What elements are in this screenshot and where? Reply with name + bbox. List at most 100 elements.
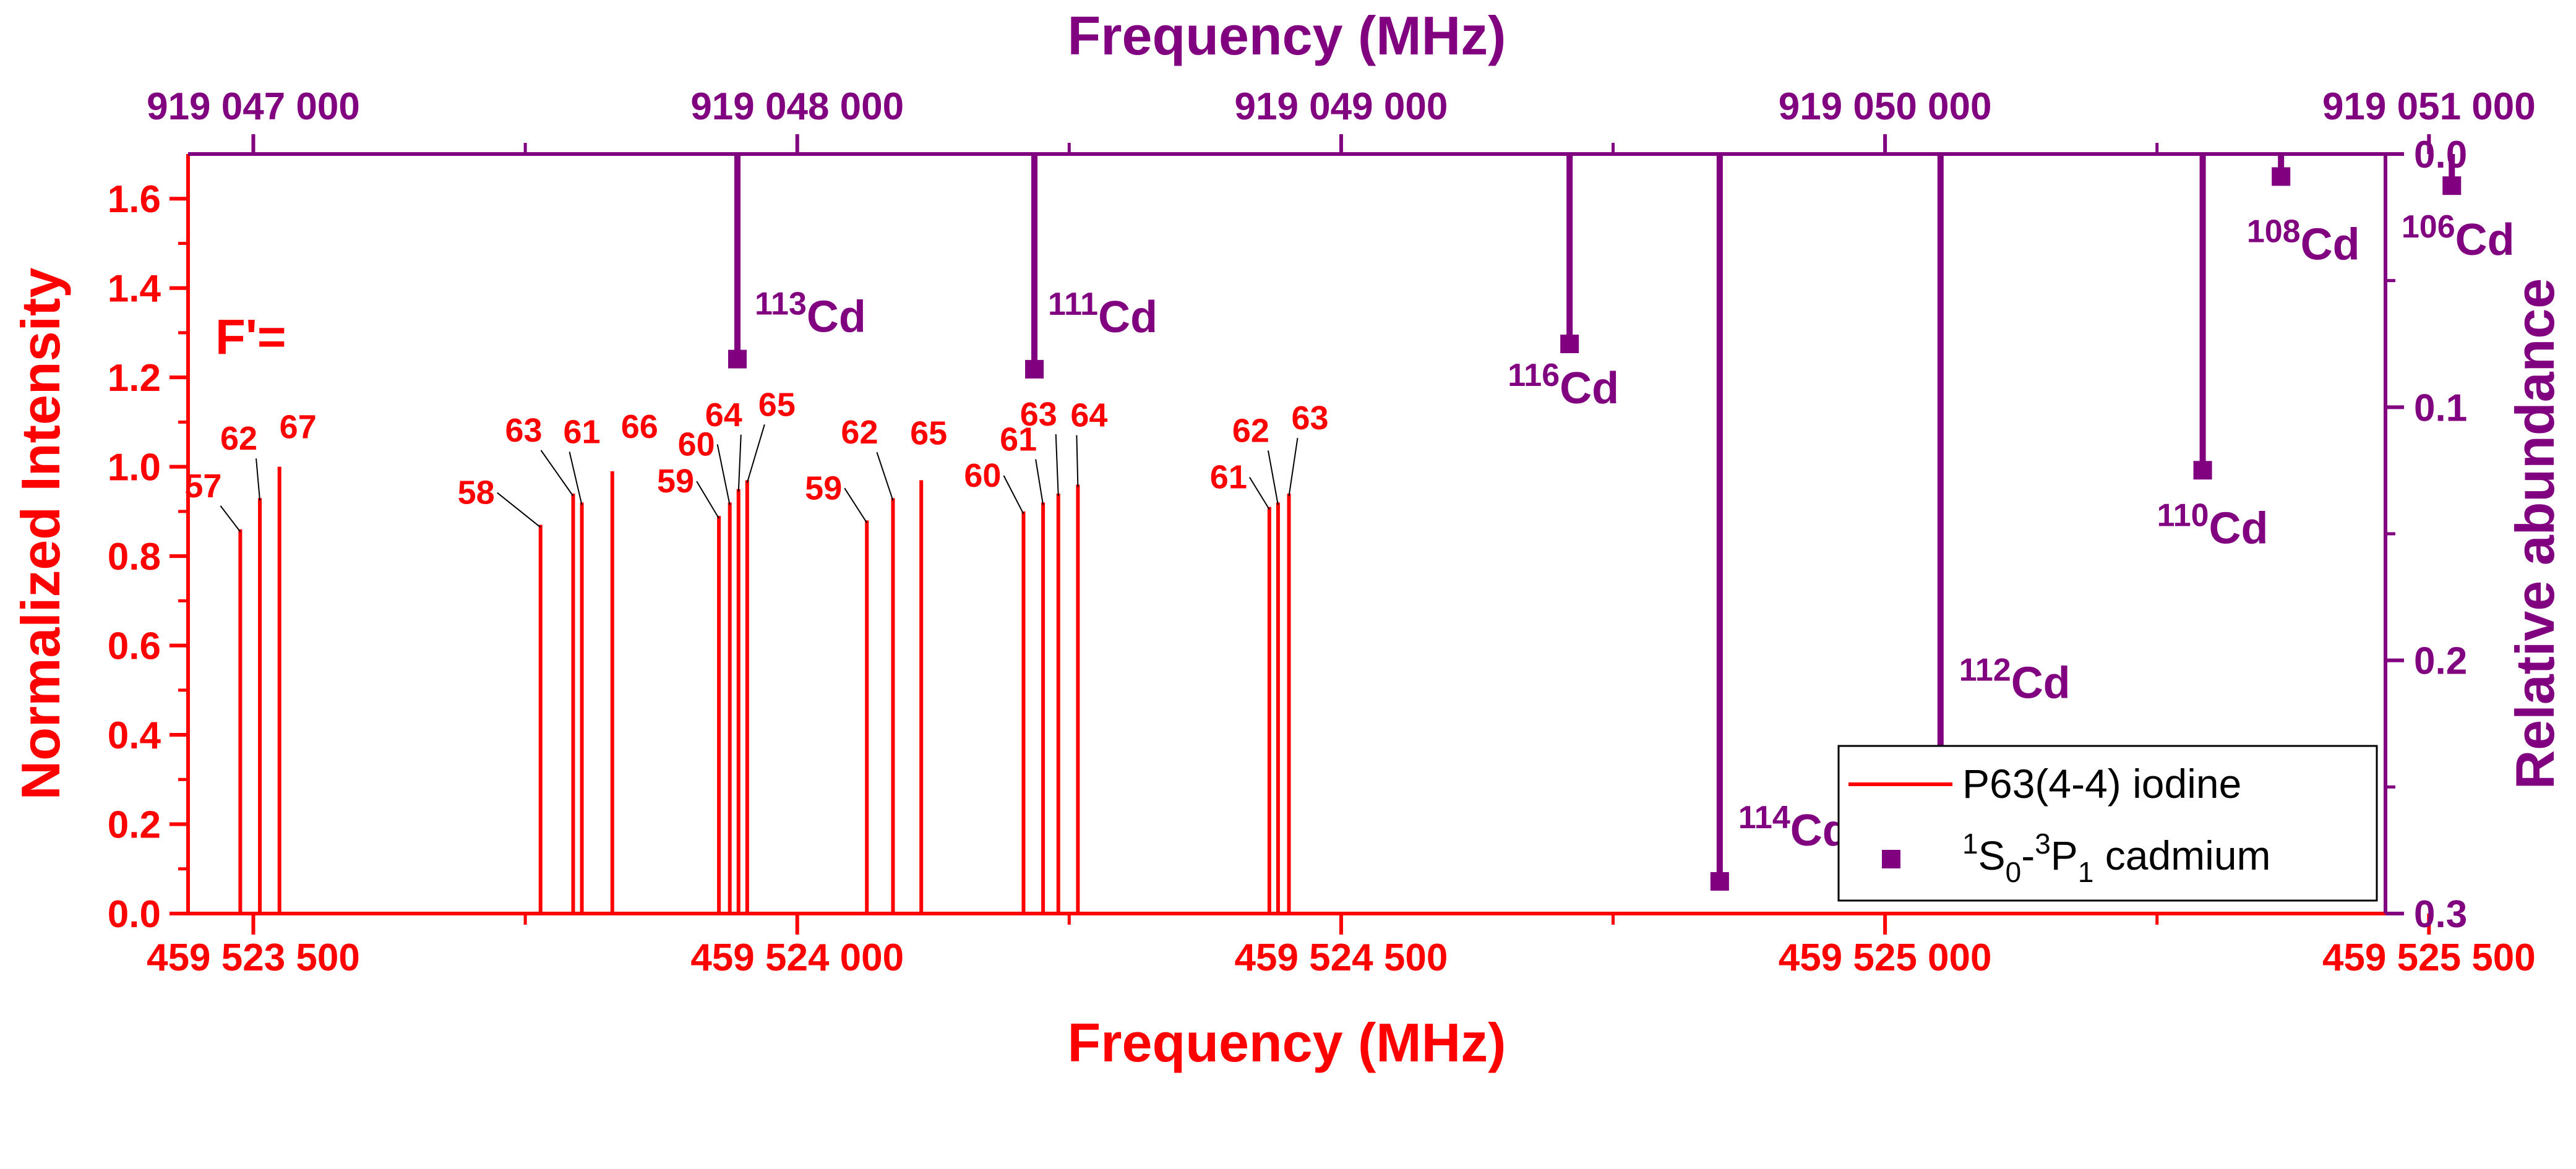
axes-frame [170, 134, 2431, 935]
iodine-label-62: 62 [1232, 412, 1269, 449]
iodine-label-67: 67 [280, 409, 317, 446]
iodine-label-leader [737, 434, 742, 492]
iodine-label-64: 64 [705, 396, 742, 434]
isotope-element: Cd [1560, 364, 1619, 413]
iodine-label-leader [1076, 435, 1079, 487]
f-prime-annotation: F'= [215, 309, 286, 364]
left-tick-label: 1.2 [108, 357, 161, 400]
cadmium-label-110: 110Cd [2157, 497, 2269, 553]
iodine-label-leader [1267, 450, 1279, 505]
legend-box [1837, 745, 2378, 902]
iodine-label-leader [696, 481, 719, 519]
iodine-label-leader [844, 487, 868, 523]
legend-cadmium-part: - [2021, 833, 2035, 878]
iodine-label-62: 62 [841, 414, 878, 451]
cadmium-label-113: 113Cd [755, 286, 866, 342]
left-tick-label: 0.0 [108, 893, 161, 936]
legend-cadmium-label: 1S0-3P1 cadmium [1962, 828, 2271, 888]
iodine-label-63: 63 [505, 412, 542, 449]
isotope-mass: 111 [1048, 286, 1098, 322]
iodine-label-63: 63 [1020, 396, 1057, 433]
isotope-mass: 114 [1738, 800, 1790, 836]
iodine-label-leader [569, 452, 583, 505]
left-tick-label: 1.4 [108, 268, 161, 310]
right-tick-label: 0.2 [2414, 640, 2467, 683]
cadmium-label-108: 108Cd [2247, 213, 2360, 269]
iodine-label-57: 57 [184, 468, 221, 505]
legend-cadmium-part: 1 [2078, 856, 2094, 888]
legend-cadmium-part: 3 [2035, 828, 2051, 860]
iodine-label-leader [1055, 434, 1059, 497]
legend-cadmium-part: S [1978, 833, 2006, 878]
top-tick-label: 919 048 000 [690, 85, 904, 128]
iodine-label-leader [1249, 477, 1270, 510]
legend-cadmium-part: 0 [2006, 856, 2022, 888]
iodine-label-leader [876, 452, 894, 501]
legend-cadmium-part: 1 [1962, 828, 1978, 860]
iodine-label-leader [716, 444, 731, 505]
iodine-label-65: 65 [758, 386, 796, 423]
iodine-label-64: 64 [1070, 397, 1107, 434]
iodine-label-61: 61 [1000, 421, 1037, 458]
bottom-tick-label: 459 525 000 [1779, 936, 1992, 979]
left-tick-label: 1.6 [108, 178, 161, 221]
iodine-label-61: 61 [564, 413, 601, 450]
iodine-label-62: 62 [220, 420, 257, 457]
cadmium-label-116: 116Cd [1508, 358, 1619, 413]
iodine-label-60: 60 [678, 426, 715, 463]
cadmium-marker-114 [1710, 872, 1729, 891]
right-axis-title: Relative abundance [2504, 278, 2565, 790]
cadmium-marker-116 [1560, 335, 1579, 353]
iodine-label-leader [1288, 437, 1299, 497]
top-tick-label: 919 049 000 [1235, 85, 1448, 128]
right-tick-label: 0.1 [2414, 387, 2467, 429]
iodine-label-leader [1003, 475, 1024, 515]
bottom-tick-label: 459 525 500 [2322, 936, 2536, 979]
top-tick-label: 919 051 000 [2322, 85, 2536, 128]
legend-cadmium-part: cadmium [2093, 833, 2270, 878]
top-tick-label: 919 050 000 [1779, 85, 1992, 128]
left-tick-label: 0.4 [108, 714, 161, 757]
cadmium-marker-110 [2193, 461, 2212, 480]
isotope-mass: 116 [1508, 358, 1560, 393]
cadmium-marker-106 [2442, 176, 2462, 195]
iodine-label-leader [497, 492, 541, 528]
cadmium-label-114: 114Cd [1738, 800, 1850, 855]
left-tick-label: 0.8 [108, 536, 161, 578]
cadmium-label-106: 106Cd [2402, 209, 2515, 265]
isotope-element: Cd [1098, 293, 1157, 342]
iodine-label-59: 59 [657, 463, 694, 500]
cadmium-label-112: 112Cd [1959, 653, 2071, 708]
cadmium-label-111: 111Cd [1048, 286, 1157, 342]
iodine-label-60: 60 [964, 457, 1001, 494]
right-tick-label: 0.3 [2414, 893, 2467, 936]
isotope-element: Cd [2301, 220, 2360, 269]
isotope-mass: 110 [2157, 497, 2209, 533]
axis-labels: 459 523 500 459 524 000 459 524 500 459 525… [10, 5, 2565, 1073]
isotope-element: Cd [2011, 659, 2071, 708]
iodine-label-58: 58 [458, 474, 495, 512]
isotope-mass: 106 [2402, 209, 2455, 245]
legend-cadmium-swatch [1882, 850, 1900, 868]
iodine-label-66: 66 [621, 408, 658, 445]
isotope-mass: 108 [2247, 213, 2301, 249]
bottom-tick-label: 459 523 500 [147, 936, 360, 979]
left-tick-label: 1.0 [108, 447, 161, 489]
iodine-label-leader [540, 450, 574, 497]
iodine-label-61: 61 [1210, 459, 1247, 496]
cadmium-marker-108 [2272, 167, 2291, 186]
isotope-mass: 112 [1959, 653, 2011, 688]
iodine-label-leader [1035, 459, 1044, 505]
isotope-mass: 113 [755, 286, 807, 322]
legend-cadmium-part: P [2051, 833, 2078, 878]
left-tick-label: 0.6 [108, 625, 161, 668]
iodine-label-leader [220, 505, 241, 533]
top-tick-label: 919 047 000 [147, 85, 360, 128]
iodine-label-leader [746, 424, 765, 483]
iodine-label-63: 63 [1291, 400, 1328, 437]
right-tick-label: 0.0 [2414, 134, 2467, 176]
legend-iodine-label: P63(4-4) iodine [1962, 761, 2241, 807]
iodine-label-65: 65 [910, 414, 947, 452]
